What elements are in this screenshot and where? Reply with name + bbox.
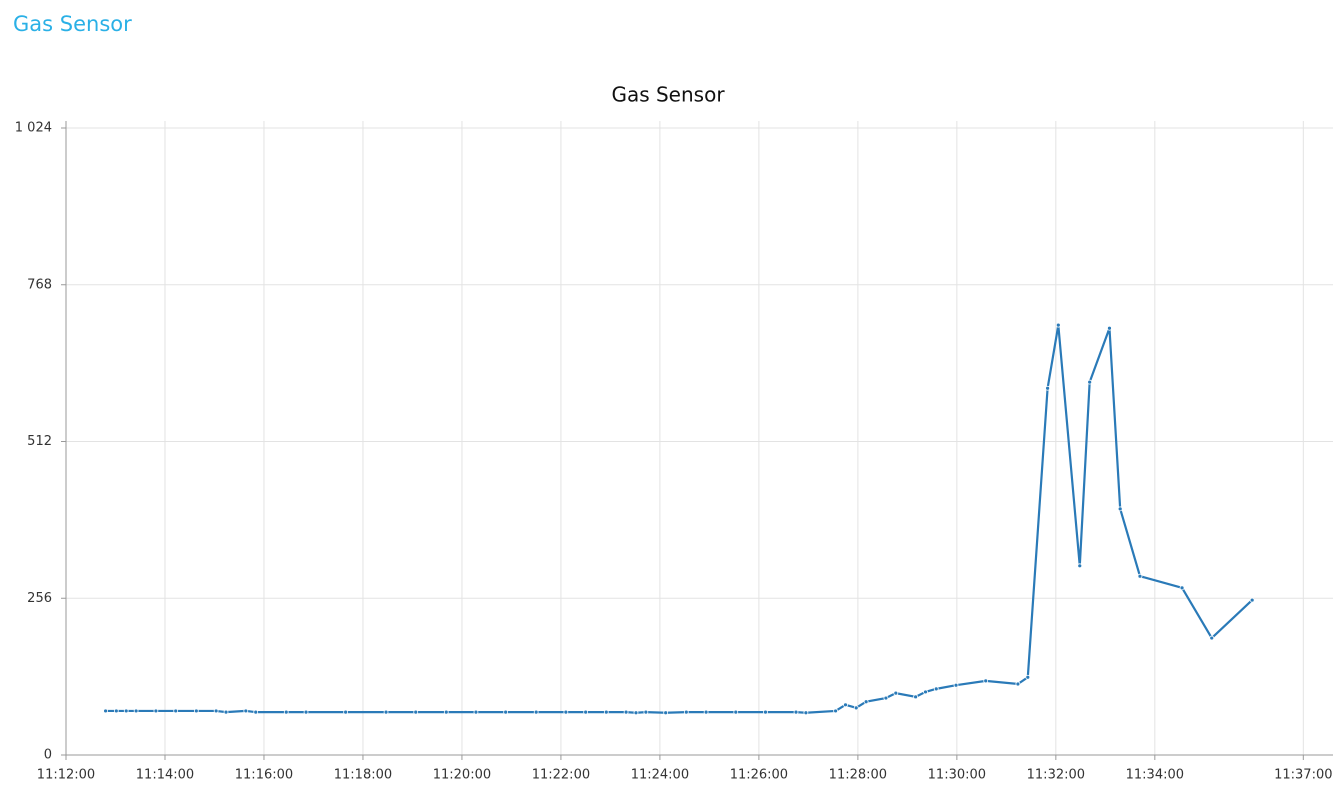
x-tick-label: 11:22:00 bbox=[532, 768, 590, 783]
y-tick-label: 768 bbox=[27, 277, 52, 292]
data-point bbox=[633, 710, 639, 716]
data-point bbox=[863, 699, 869, 705]
data-point bbox=[443, 709, 449, 715]
data-point bbox=[253, 709, 259, 715]
data-point bbox=[133, 708, 139, 714]
data-point bbox=[213, 708, 219, 714]
data-point bbox=[793, 709, 799, 715]
y-tick-label: 256 bbox=[27, 591, 52, 606]
data-point bbox=[1117, 506, 1123, 512]
data-point bbox=[1015, 681, 1021, 687]
page-title: Gas Sensor bbox=[13, 12, 132, 36]
data-point bbox=[803, 710, 809, 716]
data-point bbox=[1087, 379, 1093, 385]
data-point bbox=[563, 709, 569, 715]
data-point bbox=[503, 709, 509, 715]
y-tick-label: 512 bbox=[27, 434, 52, 449]
data-point bbox=[343, 709, 349, 715]
data-point bbox=[733, 709, 739, 715]
data-point bbox=[763, 709, 768, 715]
data-point bbox=[583, 709, 589, 715]
x-tick-label: 11:26:00 bbox=[730, 768, 788, 783]
data-point bbox=[883, 695, 889, 701]
data-point bbox=[413, 709, 419, 715]
data-point bbox=[283, 709, 289, 715]
data-point bbox=[1045, 385, 1050, 391]
x-tick-label: 11:37:00 bbox=[1274, 768, 1332, 783]
data-point bbox=[643, 709, 649, 715]
data-point bbox=[1249, 597, 1255, 603]
y-tick-label: 0 bbox=[44, 748, 52, 763]
data-point bbox=[1137, 573, 1143, 579]
data-point bbox=[683, 709, 689, 715]
x-tick-label: 11:30:00 bbox=[928, 768, 986, 783]
data-point bbox=[383, 709, 389, 715]
data-point bbox=[303, 709, 309, 715]
data-point bbox=[113, 708, 119, 714]
series-line bbox=[105, 324, 1253, 714]
x-tick-label: 11:28:00 bbox=[829, 768, 887, 783]
data-point bbox=[913, 694, 919, 700]
data-point bbox=[1077, 563, 1083, 569]
data-point bbox=[933, 686, 939, 692]
data-point bbox=[103, 708, 108, 714]
data-point bbox=[1179, 585, 1185, 591]
data-point bbox=[833, 708, 839, 714]
data-point bbox=[603, 709, 609, 715]
data-point bbox=[843, 702, 848, 708]
data-point bbox=[473, 709, 479, 715]
x-tick-label: 11:24:00 bbox=[631, 768, 689, 783]
data-point bbox=[853, 705, 859, 711]
data-point bbox=[703, 709, 709, 715]
data-point bbox=[893, 690, 899, 696]
data-point bbox=[1107, 325, 1112, 331]
data-point bbox=[1209, 635, 1215, 641]
data-point bbox=[533, 709, 539, 715]
data-point bbox=[153, 708, 159, 714]
x-tick-label: 11:18:00 bbox=[334, 768, 392, 783]
data-point bbox=[173, 708, 179, 714]
y-tick-label: 1 024 bbox=[15, 121, 52, 136]
x-tick-label: 11:16:00 bbox=[235, 768, 293, 783]
x-tick-label: 11:14:00 bbox=[136, 768, 194, 783]
data-point bbox=[923, 689, 928, 695]
data-point bbox=[983, 678, 989, 684]
data-point bbox=[1055, 322, 1061, 328]
data-point bbox=[1025, 674, 1031, 680]
data-point bbox=[623, 709, 629, 715]
x-tick-label: 11:20:00 bbox=[433, 768, 491, 783]
data-point bbox=[663, 710, 669, 716]
data-point bbox=[223, 709, 229, 715]
data-point bbox=[193, 708, 199, 714]
chart-title: Gas Sensor bbox=[611, 83, 725, 107]
data-point bbox=[123, 708, 129, 714]
x-tick-label: 11:32:00 bbox=[1027, 768, 1085, 783]
x-tick-label: 11:34:00 bbox=[1126, 768, 1184, 783]
data-point bbox=[953, 682, 959, 688]
x-tick-label: 11:12:00 bbox=[37, 768, 95, 783]
data-point bbox=[243, 708, 249, 714]
